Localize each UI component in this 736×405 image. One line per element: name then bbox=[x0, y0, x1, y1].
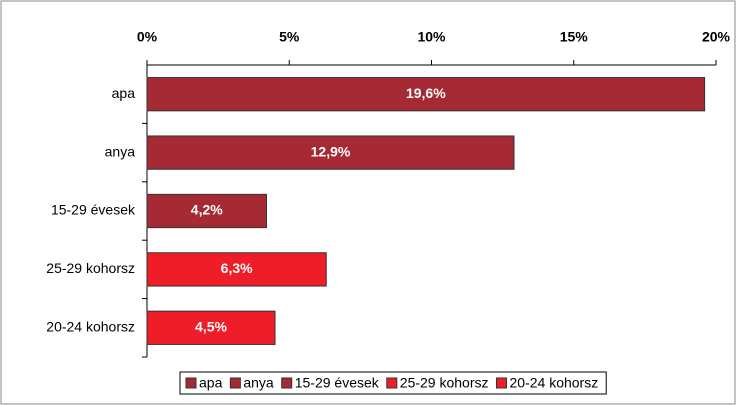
value-label: 4,2% bbox=[191, 202, 223, 218]
value-label: 6,3% bbox=[221, 260, 253, 276]
legend-swatch bbox=[185, 377, 197, 389]
y-tick-label: 15-29 évesek bbox=[51, 202, 136, 218]
bar bbox=[146, 252, 327, 287]
value-label: 12,9% bbox=[311, 143, 351, 159]
legend-label: apa bbox=[199, 375, 223, 391]
legend-label: 20-24 kohorsz bbox=[510, 375, 599, 391]
legend: apa anya 15-29 évesek 25-29 kohorsz 20-24 ko… bbox=[179, 371, 607, 395]
x-tick-label: 5% bbox=[279, 29, 300, 45]
legend-swatch bbox=[496, 377, 507, 389]
y-tick-label: 25-29 kohorsz bbox=[46, 260, 135, 276]
bar bbox=[146, 193, 267, 229]
legend-swatch bbox=[386, 377, 398, 389]
x-tick-label: 20% bbox=[702, 29, 731, 45]
y-tick-label: anya bbox=[105, 143, 136, 159]
x-tick-label: 10% bbox=[417, 29, 446, 45]
legend-label: 25-29 kohorsz bbox=[400, 375, 489, 391]
legend-swatch bbox=[229, 377, 241, 389]
y-tick-label: apa bbox=[112, 85, 136, 101]
x-tick-label: 15% bbox=[560, 29, 589, 45]
bar bbox=[146, 310, 276, 345]
bar bbox=[146, 135, 515, 170]
y-tick-label: 20-24 kohorsz bbox=[46, 319, 135, 335]
bar bbox=[146, 77, 706, 112]
legend-swatch bbox=[281, 377, 293, 389]
value-label: 4,5% bbox=[195, 319, 227, 335]
x-tick-label: 0% bbox=[137, 29, 158, 45]
legend-label: 15-29 évesek bbox=[295, 375, 380, 391]
value-label: 19,6% bbox=[406, 85, 446, 101]
legend-label: anya bbox=[243, 375, 274, 391]
